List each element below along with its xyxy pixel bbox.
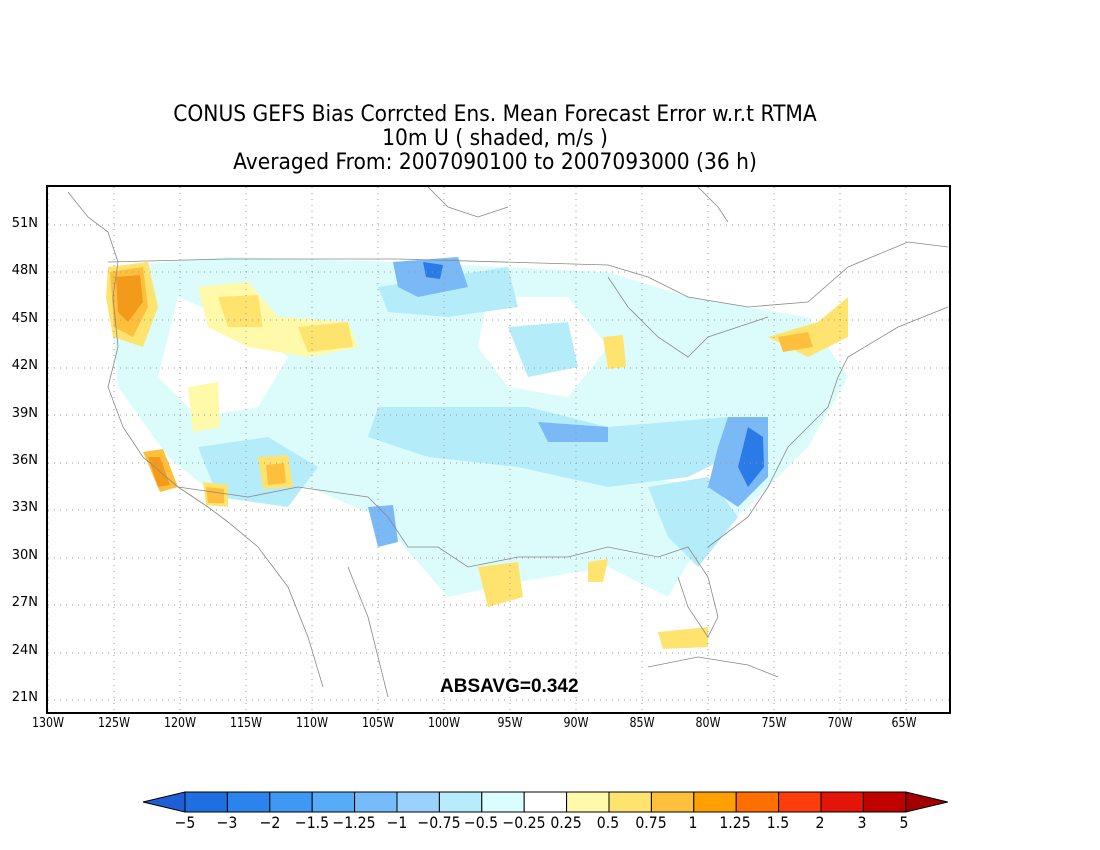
neg-mid-region [538, 422, 608, 442]
colorbar-label: 3 [857, 813, 867, 832]
colorbar-label: 0.25 [550, 813, 582, 832]
lon-label: 105W [361, 716, 395, 731]
colorbar-label: −1.5 [294, 813, 330, 832]
neg-strong-region [738, 427, 764, 487]
colorbar-label: −1.25 [332, 813, 376, 832]
lat-label: 48N [11, 263, 38, 278]
lat-label: 27N [11, 595, 38, 610]
lat-label: 51N [11, 216, 38, 231]
lon-label: 120W [163, 716, 197, 731]
colorbar-cells [142, 791, 948, 813]
colorbar-label: 1.25 [719, 813, 751, 832]
neg-light-region [378, 267, 518, 317]
colorbar-cell [735, 791, 780, 813]
pos-light-region [298, 322, 353, 352]
colorbar-label: 0.5 [596, 813, 620, 832]
pos-mid-region [206, 487, 224, 503]
grid [48, 187, 949, 712]
lat-label: 21N [11, 690, 38, 705]
pos-mid-region [266, 463, 286, 485]
lon-label: 95W [497, 716, 523, 731]
neg-light-region [508, 322, 578, 377]
map-frame [46, 185, 951, 714]
colorbar-label: −0.75 [417, 813, 461, 832]
pos-light-region [658, 627, 708, 649]
colorbar-cell [311, 791, 356, 813]
colorbar-label: 0.75 [635, 813, 667, 832]
lon-label: 115W [229, 716, 263, 731]
colorbar-cell [354, 791, 398, 813]
colorbar-label: −1 [386, 813, 408, 832]
colorbar-label: 1 [688, 813, 698, 832]
lon-label: 125W [97, 716, 131, 731]
colorbar-cell [396, 791, 440, 813]
shaded-field [106, 257, 848, 649]
pos-light-region [188, 382, 220, 432]
title-line-3: Averaged From: 2007090100 to 2007093000 … [233, 150, 757, 175]
colorbar-cell [693, 791, 737, 813]
colorbar-cell [778, 791, 822, 813]
lon-label: 100W [427, 716, 461, 731]
lat-label: 33N [11, 500, 38, 515]
lat-label: 24N [11, 643, 38, 658]
lon-label: 80W [695, 716, 721, 731]
lon-label: 70W [827, 716, 853, 731]
pos-light-region [218, 295, 263, 327]
pos-light-region [478, 562, 523, 607]
colorbar-cell [820, 791, 864, 813]
colorbar-label: −0.25 [502, 813, 546, 832]
title-line-1: CONUS GEFS Bias Corrcted Ens. Mean Forec… [173, 102, 817, 127]
absavg-annotation: ABSAVG=0.342 [440, 676, 579, 697]
colorbar-cell [862, 791, 907, 813]
colorbar-label: −5 [174, 813, 196, 832]
colorbar-label: −3 [216, 813, 238, 832]
colorbar-cell [438, 791, 483, 813]
lon-label: 75W [761, 716, 787, 731]
lon-label: 85W [629, 716, 655, 731]
colorbar-cell [269, 791, 313, 813]
colorbar-cell [608, 791, 652, 813]
colorbar-cell [650, 791, 695, 813]
lon-label: 130W [31, 716, 65, 731]
pos-light-region [588, 559, 608, 582]
lat-label: 42N [11, 358, 38, 373]
lon-label: 90W [563, 716, 589, 731]
colorbar-cell [481, 791, 525, 813]
title-line-2: 10m U ( shaded, m/s ) [382, 126, 608, 151]
colorbar-label: −0.5 [463, 813, 499, 832]
neg-light-region [648, 477, 738, 567]
colorbar-arrow-left [142, 791, 186, 813]
colorbar-cell [566, 791, 610, 813]
coastlines [67, 187, 949, 698]
colorbar-label: 1.5 [766, 813, 790, 832]
lat-label: 36N [11, 453, 38, 468]
neg-light-region [368, 407, 748, 487]
colorbar-label: 2 [815, 813, 825, 832]
colorbar-label: −2 [259, 813, 281, 832]
colorbar-label: 5 [899, 813, 909, 832]
colorbar-cell [226, 791, 271, 813]
neg-mid-region [368, 505, 398, 547]
pos-strong-region [148, 457, 170, 487]
colorbar-cell [184, 791, 228, 813]
pos-strong-region [116, 275, 143, 322]
lat-label: 39N [11, 406, 38, 421]
pos-light-region [603, 335, 626, 369]
lat-label: 45N [11, 311, 38, 326]
pos-mid-region [778, 332, 813, 352]
neg-strong-region [423, 262, 443, 279]
colorbar-cell [523, 791, 568, 813]
lon-label: 65W [891, 716, 917, 731]
lon-label: 110W [295, 716, 329, 731]
map-plot [48, 187, 949, 712]
lat-label: 30N [11, 548, 38, 563]
colorbar-arrow-right [905, 791, 948, 813]
colorbar [142, 791, 948, 813]
